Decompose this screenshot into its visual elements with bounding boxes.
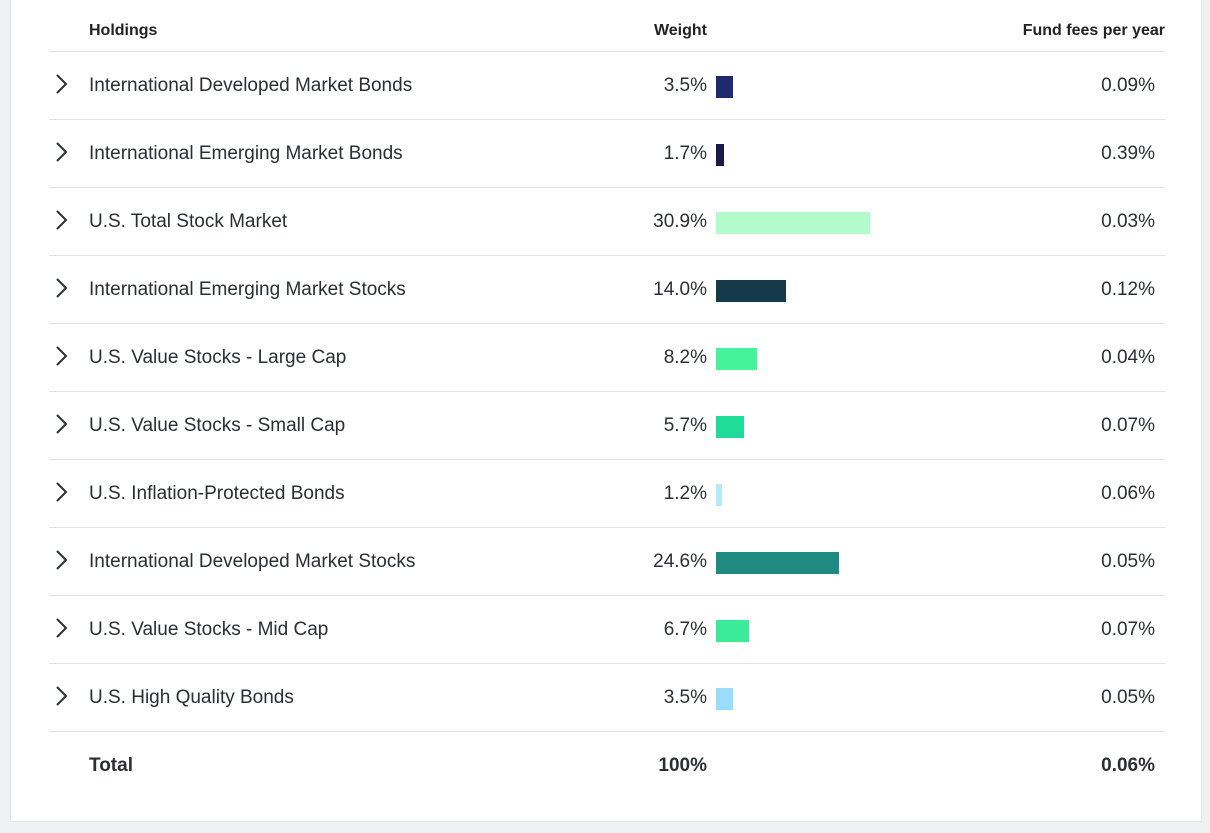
holding-name: U.S. Total Stock Market: [89, 211, 288, 232]
holding-fee: 0.07%: [1101, 619, 1155, 640]
holdings-table: Holdings Weight Fund fees per year Inter…: [49, 0, 1165, 798]
total-fee: 0.06%: [1101, 755, 1155, 776]
table-row[interactable]: International Developed Market Bonds 3.5%…: [49, 52, 1165, 120]
weight-bar: [716, 280, 786, 302]
holding-fee: 0.05%: [1101, 687, 1155, 708]
holding-fee: 0.09%: [1101, 75, 1155, 96]
header-fees: Fund fees per year: [1022, 22, 1165, 39]
holding-name: U.S. Value Stocks - Large Cap: [89, 347, 347, 368]
chevron-right-icon[interactable]: [53, 344, 69, 368]
chevron-right-icon[interactable]: [53, 616, 69, 640]
holding-name: International Emerging Market Bonds: [89, 143, 403, 164]
holding-fee: 0.03%: [1101, 211, 1155, 232]
chevron-right-icon[interactable]: [53, 412, 69, 436]
chevron-right-icon[interactable]: [53, 684, 69, 708]
holding-weight: 1.2%: [663, 483, 707, 504]
weight-bar: [716, 416, 744, 438]
table-row[interactable]: U.S. Value Stocks - Large Cap 8.2% 0.04%: [49, 324, 1165, 392]
holding-name: International Emerging Market Stocks: [89, 279, 406, 300]
holding-weight: 3.5%: [663, 687, 707, 708]
table-header: Holdings Weight Fund fees per year: [49, 0, 1165, 52]
chevron-right-icon[interactable]: [53, 140, 69, 164]
holding-weight: 5.7%: [663, 415, 707, 436]
holding-weight: 3.5%: [663, 75, 707, 96]
total-weight: 100%: [658, 755, 707, 776]
table-row[interactable]: International Emerging Market Bonds 1.7% 0…: [49, 120, 1165, 188]
weight-bar: [716, 76, 733, 98]
holding-weight: 6.7%: [663, 619, 707, 640]
weight-bar: [716, 212, 870, 234]
chevron-right-icon[interactable]: [53, 548, 69, 572]
table-row[interactable]: U.S. Value Stocks - Mid Cap 6.7% 0.07%: [49, 596, 1165, 664]
holding-fee: 0.05%: [1101, 551, 1155, 572]
weight-bar: [716, 620, 749, 642]
holdings-rows: International Developed Market Bonds 3.5%…: [49, 52, 1165, 732]
total-label: Total: [89, 755, 133, 776]
holding-weight: 8.2%: [663, 347, 707, 368]
chevron-right-icon[interactable]: [53, 480, 69, 504]
table-row[interactable]: U.S. Total Stock Market 30.9% 0.03%: [49, 188, 1165, 256]
table-row[interactable]: U.S. Value Stocks - Small Cap 5.7% 0.07%: [49, 392, 1165, 460]
table-row[interactable]: U.S. Inflation-Protected Bonds 1.2% 0.06%: [49, 460, 1165, 528]
weight-bar: [716, 144, 724, 166]
holding-name: U.S. Inflation-Protected Bonds: [89, 483, 345, 504]
holding-weight: 24.6%: [653, 551, 707, 572]
holding-name: International Developed Market Bonds: [89, 75, 413, 96]
chevron-right-icon[interactable]: [53, 276, 69, 300]
weight-bar: [716, 552, 839, 574]
holding-fee: 0.06%: [1101, 483, 1155, 504]
table-row[interactable]: International Emerging Market Stocks 14.0…: [49, 256, 1165, 324]
header-weight: Weight: [653, 22, 707, 39]
holding-name: U.S. Value Stocks - Mid Cap: [89, 619, 329, 640]
holding-name: International Developed Market Stocks: [89, 551, 416, 572]
holding-name: U.S. Value Stocks - Small Cap: [89, 415, 346, 436]
holding-weight: 1.7%: [663, 143, 707, 164]
chevron-right-icon[interactable]: [53, 208, 69, 232]
weight-bar: [716, 484, 722, 506]
chevron-right-icon[interactable]: [53, 72, 69, 96]
table-row[interactable]: International Developed Market Stocks 24.…: [49, 528, 1165, 596]
weight-bar: [716, 688, 733, 710]
weight-bar: [716, 348, 757, 370]
table-row[interactable]: U.S. High Quality Bonds 3.5% 0.05%: [49, 664, 1165, 732]
header-holdings: Holdings: [89, 22, 158, 39]
holding-weight: 30.9%: [653, 211, 707, 232]
holdings-card: Holdings Weight Fund fees per year Inter…: [10, 0, 1202, 822]
holding-name: U.S. High Quality Bonds: [89, 687, 294, 708]
holding-weight: 14.0%: [653, 279, 707, 300]
holding-fee: 0.12%: [1101, 279, 1155, 300]
holding-fee: 0.04%: [1101, 347, 1155, 368]
holding-fee: 0.39%: [1101, 143, 1155, 164]
total-row: Total 100% 0.06%: [49, 732, 1165, 798]
holding-fee: 0.07%: [1101, 415, 1155, 436]
